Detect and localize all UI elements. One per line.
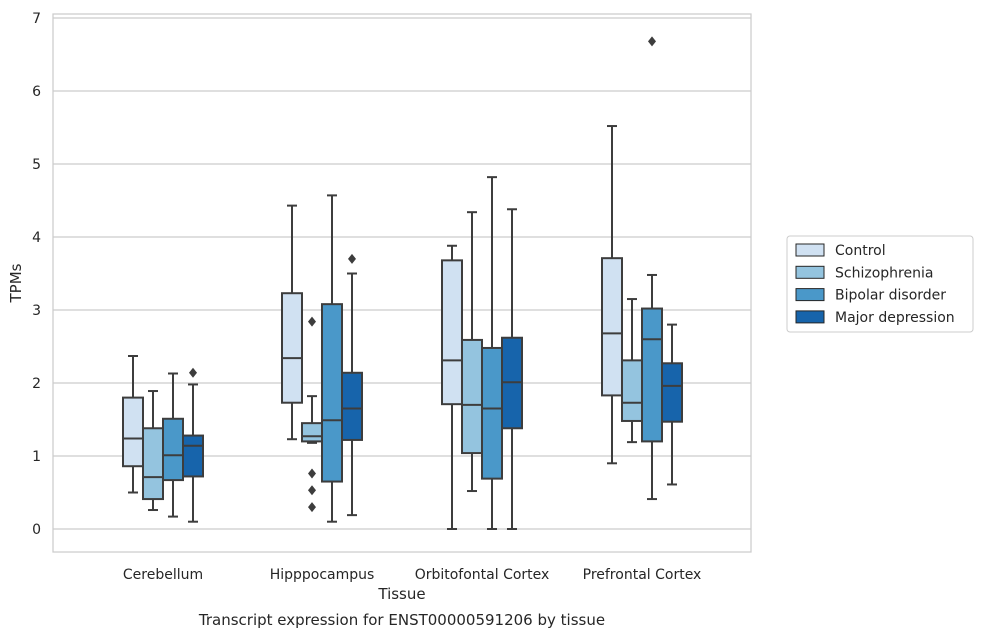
y-tick-label: 4 xyxy=(32,230,41,246)
box-group xyxy=(142,390,164,512)
outlier-point xyxy=(308,502,316,513)
outlier-point xyxy=(308,316,316,327)
box-body xyxy=(182,434,204,478)
box-body xyxy=(621,359,643,422)
x-tick-label: Cerebellum xyxy=(123,567,203,583)
legend-swatch xyxy=(795,243,825,257)
y-tick-label: 7 xyxy=(32,11,41,27)
box-body xyxy=(122,396,144,468)
box-group xyxy=(461,211,483,493)
y-tick-label: 1 xyxy=(32,449,41,465)
box-body xyxy=(162,417,184,482)
box-group xyxy=(301,316,323,513)
y-tick-label: 3 xyxy=(32,303,41,319)
legend-label: Schizophrenia xyxy=(835,265,933,281)
box-body xyxy=(301,422,323,443)
x-tick-label: Prefrontal Cortex xyxy=(583,567,702,583)
y-tick-label: 5 xyxy=(32,157,41,173)
box-body xyxy=(661,362,683,423)
legend-swatch xyxy=(795,265,825,279)
y-tick-label: 0 xyxy=(32,522,41,538)
box-group xyxy=(501,208,523,530)
outlier-point xyxy=(648,36,656,47)
box-body xyxy=(441,259,463,406)
outlier-point xyxy=(308,468,316,479)
legend-swatch xyxy=(795,310,825,324)
x-tick-label: Hipppocampus xyxy=(270,567,375,583)
box-body xyxy=(341,371,363,441)
y-tick-label: 6 xyxy=(32,84,41,100)
box-body xyxy=(641,307,663,443)
box-body xyxy=(321,303,343,483)
box-group xyxy=(661,323,683,486)
box-body xyxy=(281,292,303,404)
box-body xyxy=(481,346,503,480)
box-group xyxy=(182,367,204,523)
legend-swatch xyxy=(795,288,825,302)
box-body xyxy=(142,427,164,501)
plot-frame xyxy=(52,13,752,553)
outlier-point xyxy=(189,367,197,378)
chart-caption: Transcript expression for ENST0000059120… xyxy=(198,611,605,629)
x-tick-label: Orbitofontal Cortex xyxy=(415,567,550,583)
box-group xyxy=(441,244,463,530)
x-axis-label: Tissue xyxy=(377,585,425,603)
y-tick-label: 2 xyxy=(32,376,41,392)
box-group xyxy=(601,125,623,465)
legend-label: Major depression xyxy=(835,310,955,326)
box-body xyxy=(601,257,623,397)
x-tick-labels: Cerebellum Hipppocampus Orbitofontal Corte… xyxy=(123,567,701,583)
box-group xyxy=(122,354,144,494)
legend-frame xyxy=(786,235,974,333)
y-tick-labels: 0 1 2 3 4 5 6 7 xyxy=(32,11,41,538)
legend: Control Schizophrenia Bipolar disorder Majo… xyxy=(786,235,974,333)
box-group xyxy=(481,176,503,530)
legend-label: Bipolar disorder xyxy=(835,288,946,304)
outlier-point xyxy=(308,485,316,496)
boxes xyxy=(122,36,683,530)
box-group xyxy=(162,372,184,518)
outlier-point xyxy=(348,253,356,264)
box-group xyxy=(281,204,303,441)
legend-label: Control xyxy=(835,243,886,259)
y-axis-label: TPMs xyxy=(7,263,25,303)
box-group xyxy=(641,36,663,501)
box-group xyxy=(621,298,643,444)
box-group xyxy=(341,253,363,517)
box-group xyxy=(321,194,343,523)
box-body xyxy=(461,338,483,455)
